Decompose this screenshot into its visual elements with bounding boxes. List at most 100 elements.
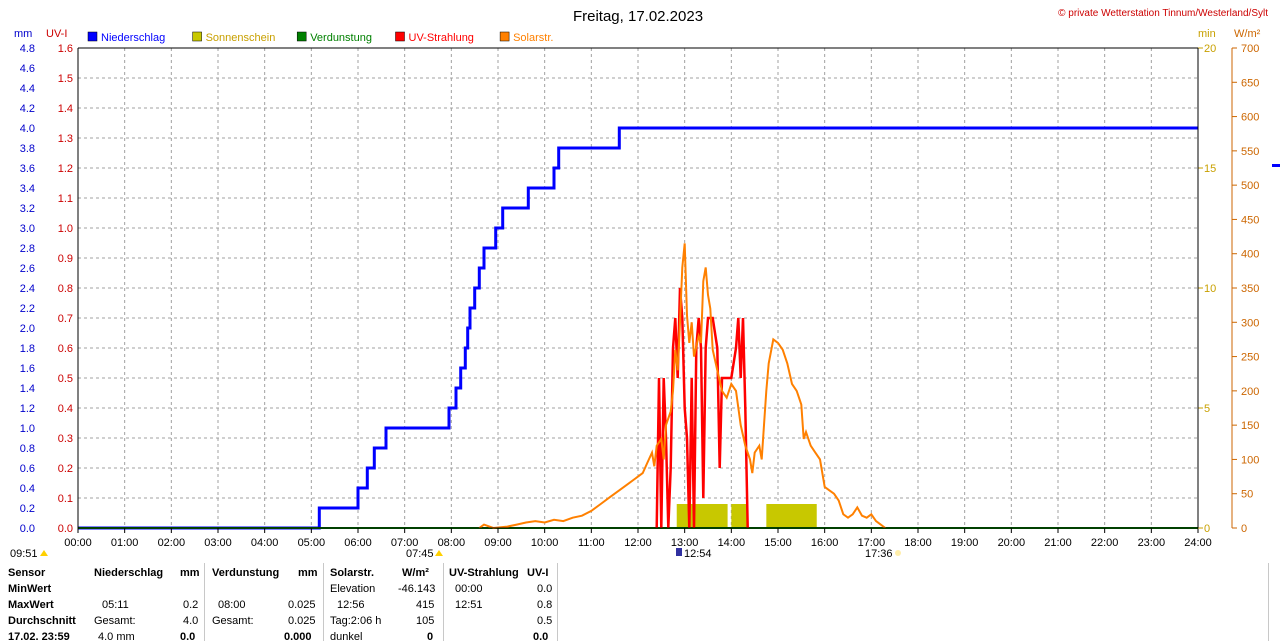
min-uv-time: 00:00 [455, 583, 483, 595]
mm-tick-label: 3.6 [20, 163, 35, 175]
mm-tick-label: 1.4 [20, 383, 35, 395]
uv-tick-label: 1.2 [58, 163, 73, 175]
wm2-tick-label: 600 [1241, 112, 1259, 124]
mm-tick-label: 0.2 [20, 503, 35, 515]
time-tick-label: 19:00 [951, 537, 979, 549]
uv-tick-label: 0.6 [58, 343, 73, 355]
series-line-solarstr [478, 243, 886, 530]
scrollbar[interactable] [1268, 563, 1280, 641]
stats-divider [557, 563, 558, 641]
mm-tick-label: 3.4 [20, 183, 35, 195]
max-ns-value: 0.2 [183, 599, 199, 611]
mm-tick-label: 2.0 [20, 323, 35, 335]
mm-tick-label: 3.0 [20, 223, 35, 235]
time-tick-label: 10:00 [531, 537, 559, 549]
time-tick-label: 22:00 [1091, 537, 1119, 549]
axis-unit-uv: UV-I [46, 28, 67, 40]
min-tick-label: 0 [1204, 523, 1210, 535]
time-tick-label: 17:00 [858, 537, 886, 549]
wm2-tick-label: 700 [1241, 43, 1259, 55]
legend-swatch [499, 31, 510, 42]
mm-tick-label: 4.0 [20, 123, 35, 135]
avg-vd-label: Gesamt: [212, 615, 254, 627]
avg-ns-label: Gesamt: [94, 615, 136, 627]
stats-header-wm2: W/m² [402, 567, 429, 579]
uv-tick-label: 0.4 [58, 403, 73, 415]
chart-title: Freitag, 17.02.2023 [573, 8, 703, 25]
uv-tick-label: 0.7 [58, 313, 73, 325]
mm-tick-label: 3.8 [20, 143, 35, 155]
wm2-tick-label: 400 [1241, 249, 1259, 261]
avg-ns-value: 4.0 [183, 615, 199, 627]
min-solar-value: -46.143 [398, 583, 436, 595]
time-tick-label: 24:00 [1184, 537, 1212, 549]
row-label-max: MaxWert [8, 599, 54, 611]
wm2-tick-label: 300 [1241, 317, 1259, 329]
mm-tick-label: 0.0 [20, 523, 35, 535]
legend-label: Niederschlag [101, 32, 165, 44]
axis-unit-wm2: W/m² [1234, 28, 1261, 40]
max-uv-value: 0.8 [537, 599, 553, 611]
stats-divider [204, 563, 205, 641]
time-tick-label: 06:00 [344, 537, 372, 549]
mm-tick-label: 0.8 [20, 443, 35, 455]
mm-tick-label: 4.8 [20, 43, 35, 55]
legend-swatch [296, 31, 307, 42]
time-tick-label: 14:00 [718, 537, 746, 549]
mm-tick-label: 2.6 [20, 263, 35, 275]
max-solar-value: 415 [416, 599, 435, 611]
row-label-date: 17.02. 23:59 [8, 631, 70, 643]
time-tick-label: 03:00 [204, 537, 232, 549]
marker-left-icon [40, 550, 48, 556]
stats-header-verdunstung: Verdunstung [212, 567, 280, 579]
row-label-avg: Durchschnitt [8, 615, 76, 627]
max-solar-time: 12:56 [337, 599, 365, 611]
last-solar-value: 0 [427, 631, 434, 643]
time-tick-label: 21:00 [1044, 537, 1072, 549]
time-tick-label: 07:00 [391, 537, 419, 549]
mm-tick-label: 1.0 [20, 423, 35, 435]
wm2-tick-label: 100 [1241, 454, 1259, 466]
avg-vd-value: 0.025 [288, 615, 316, 627]
grid [78, 48, 1198, 528]
stats-header-mm1: mm [180, 567, 200, 579]
marker-sunset: 17:36 [865, 548, 893, 560]
wm2-tick-label: 500 [1241, 180, 1259, 192]
legend-swatch [395, 31, 405, 42]
axis-unit-min: min [1198, 28, 1216, 40]
last-uv-value: 0.0 [533, 631, 549, 643]
wm2-tick-label: 50 [1241, 489, 1253, 501]
sunshine-bars [676, 504, 817, 528]
uv-tick-label: 1.4 [58, 103, 73, 115]
min-tick-label: 10 [1204, 283, 1216, 295]
row-label-min: MinWert [8, 583, 52, 595]
uv-tick-label: 0.8 [58, 283, 73, 295]
time-tick-label: 01:00 [111, 537, 139, 549]
uv-tick-label: 1.1 [58, 193, 73, 205]
uv-tick-label: 0.5 [58, 373, 73, 385]
mm-tick-label: 1.8 [20, 343, 35, 355]
max-vd-time: 08:00 [218, 599, 246, 611]
wm2-tick-label: 0 [1241, 523, 1247, 535]
time-tick-label: 02:00 [158, 537, 186, 549]
stats-header-mm2: mm [298, 567, 318, 579]
legend-swatch [192, 31, 202, 42]
mm-tick-label: 1.2 [20, 403, 35, 415]
legend: Niederschlag Sonnenschein Verdunstung UV-St… [87, 31, 553, 44]
stats-table: Sensor Niederschlag mm Verdunstung mm So… [0, 563, 560, 643]
uv-tick-label: 1.3 [58, 133, 73, 145]
avg-solar-label: Tag:2:06 h [330, 615, 382, 627]
time-tick-label: 00:00 [64, 537, 92, 549]
legend-label: Verdunstung [310, 32, 372, 44]
stats-header-sensor: Sensor [8, 567, 46, 579]
last-vd-value: 0.000 [284, 631, 312, 643]
legend-label: UV-Strahlung [409, 32, 474, 44]
scroll-marker [1272, 164, 1280, 167]
time-tick-label: 16:00 [811, 537, 839, 549]
mm-tick-label: 4.4 [20, 83, 35, 95]
mm-tick-label: 2.8 [20, 243, 35, 255]
stats-header-uv: UV-Strahlung [449, 567, 519, 579]
marker-left-time: 09:51 [10, 548, 38, 560]
stats-header-solar: Solarstr. [330, 567, 375, 579]
stats-header-niederschlag: Niederschlag [94, 567, 164, 579]
